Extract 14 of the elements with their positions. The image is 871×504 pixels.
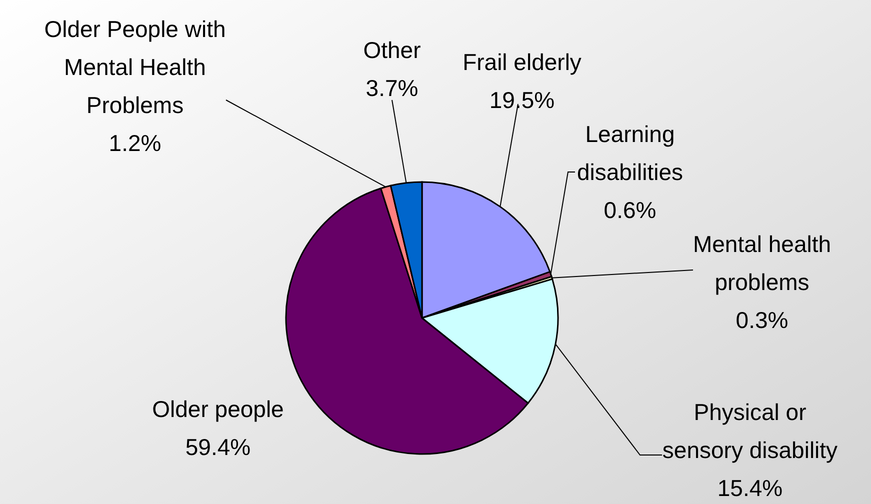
data-label: 19.5%: [489, 87, 555, 113]
slice-label: Older People with Mental Health Problems: [44, 16, 226, 118]
data-label: 0.3%: [736, 307, 788, 333]
data-label: 59.4%: [185, 434, 251, 460]
slice-label: Other: [363, 37, 422, 63]
data-label: 1.2%: [108, 130, 162, 156]
slice-label: Frail elderly: [462, 49, 582, 75]
slice-label: Mental health problems: [692, 231, 832, 295]
slice-label: Physical or sensory disability: [662, 399, 838, 463]
slice-label: Learning disabilities: [576, 121, 684, 185]
data-label: 15.4%: [717, 475, 783, 501]
data-label: 3.7%: [366, 75, 418, 101]
slice-label: Older people: [152, 396, 284, 422]
data-label: 0.6%: [604, 197, 656, 223]
